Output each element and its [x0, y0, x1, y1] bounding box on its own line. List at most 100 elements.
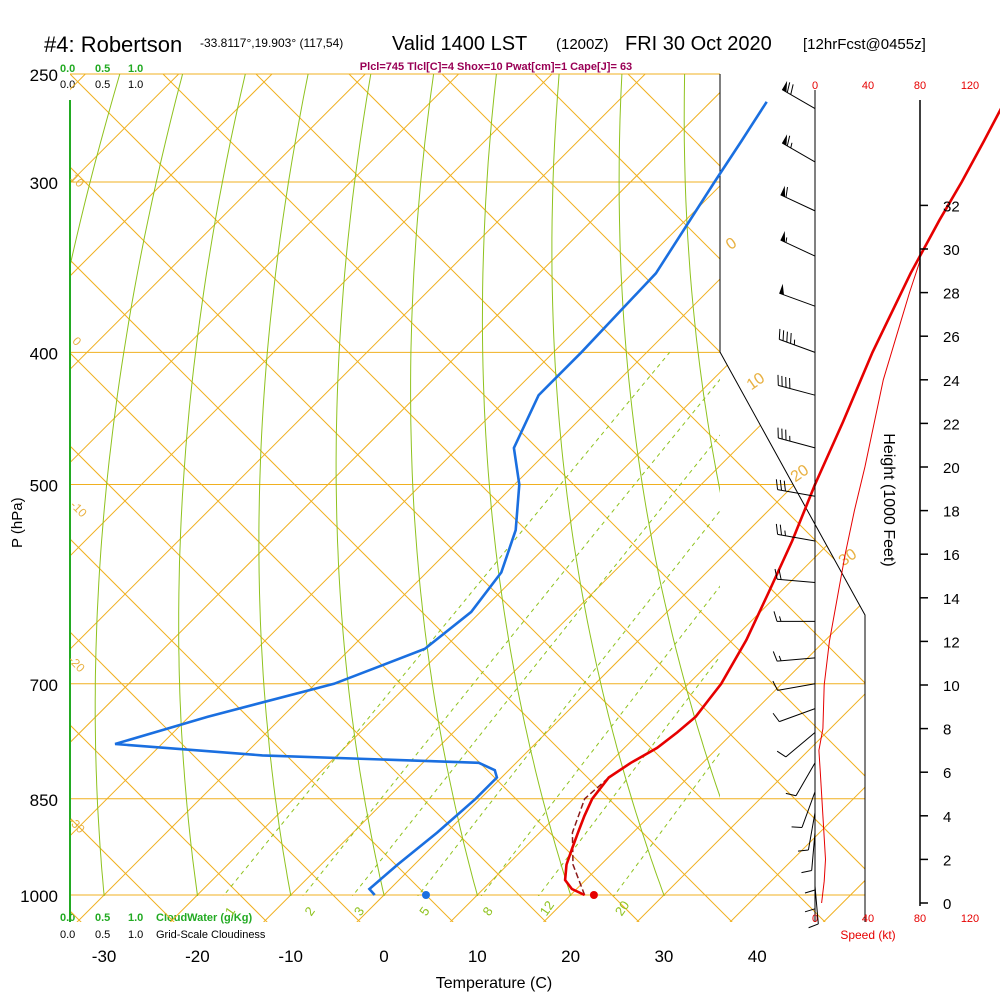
dry-adiabat-30 [551, 74, 665, 896]
isotherm--50 [70, 74, 865, 922]
dry-adiabat-60 [747, 50, 958, 924]
surface-temperature-dot [589, 891, 598, 899]
surface-dewpoint-dot [421, 891, 430, 899]
speed-bot-tick-120: 120 [961, 913, 979, 925]
mixing-ratio-1 [222, 351, 671, 896]
temperature-tick--10: -10 [278, 947, 303, 966]
dry-adiabat-40 [618, 74, 720, 799]
speed-top-tick-80: 80 [914, 80, 926, 92]
theta-line--2 [70, 74, 785, 922]
mixing-ratio-lines [222, 351, 720, 896]
isotherm--20 [168, 74, 865, 922]
pressure-tick-500: 500 [30, 477, 58, 496]
dry-adiabat-90 [933, 50, 1000, 924]
cloudwater-label: CloudWater (g/Kg) [156, 912, 252, 924]
cl-tick-2: 1.0 [128, 79, 143, 91]
wind-barb [775, 479, 816, 497]
pressure-tick-250: 250 [30, 66, 58, 85]
temperature-tick--30: -30 [92, 947, 117, 966]
height-tick-24: 24 [943, 373, 960, 390]
dry-adiabat--40 [70, 74, 121, 269]
height-tick-0: 0 [943, 896, 951, 913]
wind-barb [776, 732, 816, 758]
wind-barb [801, 832, 816, 874]
height-tick-2: 2 [943, 852, 951, 869]
mixing-ratio-label-2: 2 [301, 904, 317, 919]
theta-line-2 [255, 74, 865, 922]
mixing-ratio-20 [613, 751, 720, 896]
cw-btick-1: 0.5 [95, 912, 110, 924]
wind-barb [777, 374, 816, 396]
temperature-tick-30: 30 [654, 947, 673, 966]
theta-line-1 [162, 74, 865, 922]
mixing-ratio-2 [302, 378, 720, 896]
theta-line-0 [70, 74, 865, 922]
isotherm-20 [541, 74, 865, 922]
isobar-lines [70, 73, 865, 896]
isotherm--130 [70, 74, 125, 922]
height-axis-label: Height (1000 Feet) [880, 433, 897, 566]
wind-barb [772, 651, 816, 662]
cw-tick-1: 0.5 [95, 63, 110, 75]
y-axis-label: P (hPa) [9, 497, 26, 548]
temperature-tick-40: 40 [748, 947, 767, 966]
isotherm--140 [0, 0, 31, 924]
wind-barb [774, 568, 816, 584]
height-tick-4: 4 [943, 809, 951, 826]
theta-line--4 [70, 74, 599, 922]
theta-line-3 [348, 74, 865, 922]
wind-speed-trace [818, 259, 920, 904]
theta-line--6 [70, 74, 413, 922]
theta-line-4 [441, 74, 865, 922]
wind-barb [777, 427, 816, 449]
cw-tick-2: 1.0 [128, 63, 143, 75]
mixing-ratio-8 [480, 585, 720, 896]
theta-line-5 [534, 74, 865, 922]
pressure-tick-1000: 1000 [20, 887, 58, 906]
mixing-ratio-label-12: 12 [537, 898, 558, 918]
height-tick-6: 6 [943, 765, 951, 782]
theta-line-8 [813, 74, 865, 922]
height-tick-32: 32 [943, 198, 960, 215]
dry-adiabat-100 [995, 50, 1000, 924]
date-text: FRI 30 Oct 2020 [625, 33, 772, 55]
isotherm--80 [70, 74, 592, 922]
isotherm--60 [70, 74, 778, 922]
mixing-ratio-12 [537, 655, 720, 896]
pressure-tick-850: 850 [30, 791, 58, 810]
isotherm-0 [354, 74, 865, 922]
height-tick-14: 14 [943, 591, 960, 608]
wind-barb [781, 80, 816, 109]
wind-barb [781, 134, 816, 163]
theta-line--7 [70, 74, 320, 922]
plot-boundary [719, 74, 866, 922]
wind-barb [791, 791, 816, 828]
dry-adiabat-50 [683, 74, 720, 494]
pressure-tick-300: 300 [30, 174, 58, 193]
wind-barb [797, 812, 816, 852]
isotherm-10 [448, 74, 865, 922]
wind-barb [773, 611, 815, 622]
isotherm-50 [821, 74, 865, 922]
dry-adiabat-70 [809, 50, 1000, 924]
wind-barb [804, 852, 816, 894]
station-title: #4: Robertson [44, 32, 182, 57]
wind-barb [775, 523, 816, 542]
theta-line--1 [70, 74, 865, 922]
cl-tick-0: 0.0 [60, 79, 75, 91]
dry-adiabat--30 [94, 74, 184, 896]
temperature-tick-0: 0 [379, 947, 388, 966]
speed-bot-tick-40: 40 [862, 913, 874, 925]
isotherm--90 [70, 74, 498, 922]
forecast-text: [12hrFcst@0455z] [803, 36, 926, 53]
wind-barb [780, 185, 816, 212]
x-axis-label: Temperature (C) [436, 975, 552, 992]
isotherm-lines [0, 0, 865, 924]
isotherm-label-30: 30 [836, 546, 860, 570]
speed-label: Speed (kt) [840, 928, 895, 942]
indices-text: Plcl=745 Tlcl[C]=4 Shox=10 Pwat[cm]=1 Ca… [360, 61, 632, 73]
wind-barb [808, 886, 819, 929]
wind-barb [778, 328, 816, 353]
wind-barb [785, 762, 816, 797]
